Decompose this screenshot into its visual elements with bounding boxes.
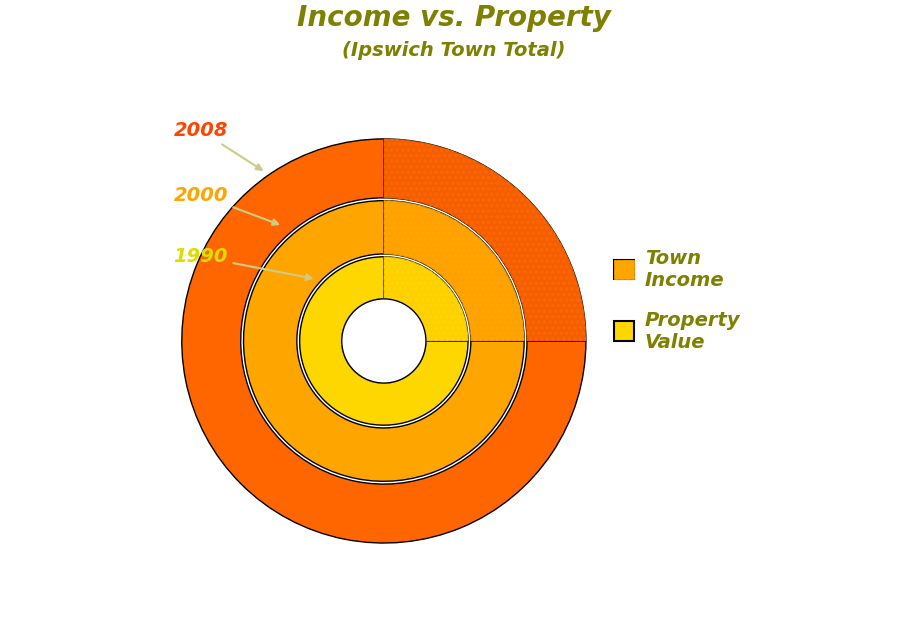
Wedge shape: [384, 201, 524, 341]
Wedge shape: [300, 257, 468, 425]
Wedge shape: [182, 139, 586, 543]
Wedge shape: [384, 257, 468, 341]
Text: Town
Income: Town Income: [645, 249, 725, 290]
Wedge shape: [243, 201, 524, 482]
Circle shape: [341, 299, 426, 383]
Text: (Ipswich Town Total): (Ipswich Town Total): [342, 41, 566, 60]
Wedge shape: [384, 139, 586, 341]
Text: Property
Value: Property Value: [645, 311, 740, 351]
Wedge shape: [384, 139, 586, 341]
Text: Income vs. Property: Income vs. Property: [297, 4, 611, 32]
Text: 2008: 2008: [173, 121, 262, 170]
Wedge shape: [384, 201, 524, 341]
FancyBboxPatch shape: [614, 260, 634, 279]
FancyBboxPatch shape: [614, 260, 634, 279]
FancyBboxPatch shape: [614, 321, 634, 341]
Text: 2000: 2000: [173, 186, 278, 225]
Text: 1990: 1990: [173, 247, 311, 280]
Wedge shape: [384, 257, 468, 341]
